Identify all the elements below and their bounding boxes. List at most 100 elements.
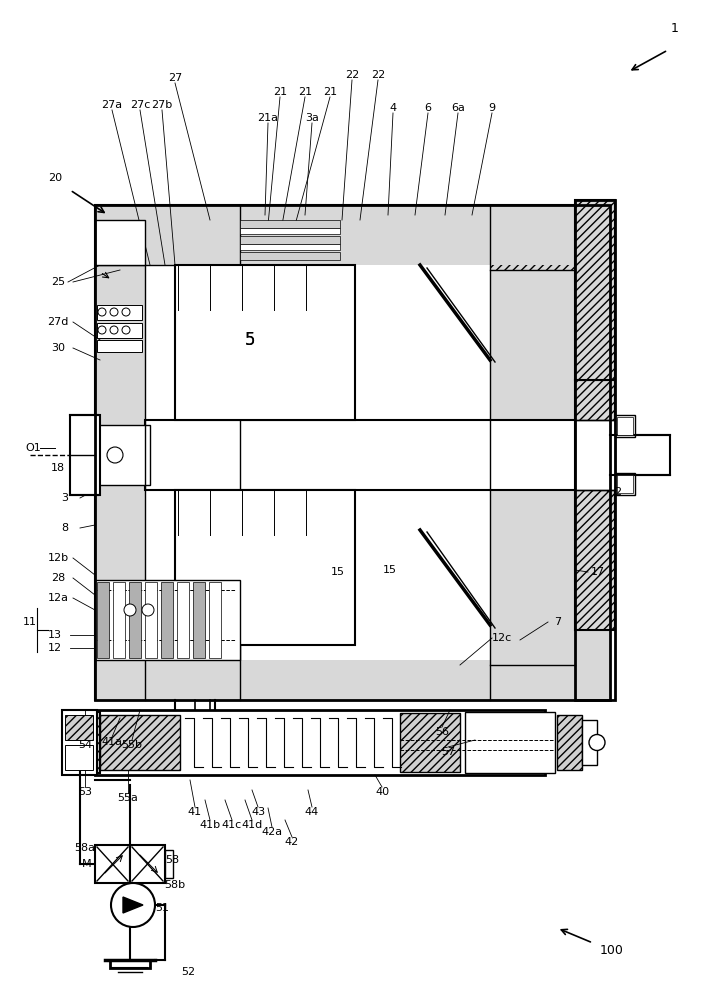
Text: 17: 17: [591, 567, 605, 577]
Text: 28: 28: [51, 573, 65, 583]
Bar: [209, 582, 221, 658]
Circle shape: [142, 604, 154, 616]
Text: 9: 9: [489, 103, 496, 113]
Bar: [193, 582, 205, 658]
Bar: [97, 582, 109, 658]
Text: 12: 12: [48, 643, 62, 653]
Text: 44: 44: [305, 807, 319, 817]
Text: 41d: 41d: [241, 820, 263, 830]
Circle shape: [589, 734, 605, 750]
Bar: [65, 745, 93, 770]
Circle shape: [110, 326, 118, 334]
Text: 20: 20: [48, 173, 62, 183]
Text: 41c: 41c: [222, 820, 242, 830]
Text: 27b: 27b: [151, 100, 172, 110]
Bar: [400, 713, 460, 772]
Text: 52: 52: [181, 967, 195, 977]
Text: 6: 6: [425, 103, 432, 113]
Bar: [97, 323, 142, 338]
Bar: [240, 244, 340, 250]
Bar: [95, 205, 610, 700]
Polygon shape: [123, 897, 143, 913]
Circle shape: [122, 326, 130, 334]
Text: 3a: 3a: [305, 113, 319, 123]
Bar: [95, 845, 130, 883]
Text: 12a: 12a: [48, 593, 69, 603]
Bar: [95, 425, 150, 485]
Text: 55b: 55b: [121, 740, 142, 750]
Text: 41a: 41a: [102, 737, 123, 747]
Bar: [130, 845, 165, 883]
Bar: [610, 435, 670, 475]
Bar: [165, 850, 173, 878]
Circle shape: [124, 604, 136, 616]
Text: 27c: 27c: [130, 100, 150, 110]
Circle shape: [107, 447, 123, 463]
Bar: [161, 582, 173, 658]
Text: 57: 57: [441, 747, 455, 757]
Text: 11: 11: [23, 617, 37, 627]
Bar: [617, 475, 633, 493]
Text: O1: O1: [25, 443, 41, 453]
Bar: [62, 710, 97, 775]
Bar: [557, 715, 582, 770]
Bar: [97, 340, 142, 352]
Bar: [240, 252, 340, 260]
Text: 18: 18: [51, 463, 65, 473]
Text: 42: 42: [285, 837, 299, 847]
Text: 8: 8: [62, 523, 69, 533]
Bar: [113, 582, 125, 658]
Text: 3: 3: [62, 493, 69, 503]
Text: 13: 13: [48, 630, 62, 640]
Circle shape: [111, 883, 155, 927]
Bar: [130, 225, 490, 695]
Bar: [615, 415, 635, 437]
Circle shape: [122, 308, 130, 316]
Text: 100: 100: [600, 944, 624, 956]
Text: 41b: 41b: [200, 820, 221, 830]
Bar: [575, 200, 615, 380]
Bar: [145, 420, 575, 490]
Bar: [145, 582, 157, 658]
Text: 21: 21: [298, 87, 312, 97]
Bar: [95, 205, 610, 700]
Text: 58b: 58b: [165, 880, 186, 890]
Bar: [490, 270, 610, 660]
Bar: [240, 220, 340, 228]
Bar: [177, 582, 189, 658]
Circle shape: [110, 308, 118, 316]
Text: 40: 40: [375, 787, 389, 797]
Bar: [95, 205, 610, 265]
Text: 56: 56: [435, 727, 449, 737]
Text: 27a: 27a: [102, 100, 123, 110]
Bar: [615, 473, 635, 495]
Text: 43: 43: [251, 807, 265, 817]
Text: 21: 21: [273, 87, 287, 97]
Bar: [70, 415, 100, 495]
Bar: [95, 265, 240, 695]
Bar: [575, 380, 615, 630]
Text: 54: 54: [78, 740, 92, 750]
Text: 41: 41: [188, 807, 202, 817]
Bar: [240, 236, 340, 244]
Text: 58: 58: [165, 855, 179, 865]
Text: 22: 22: [345, 70, 359, 80]
Bar: [465, 712, 555, 773]
Text: 15: 15: [383, 565, 397, 575]
Bar: [95, 660, 610, 700]
Text: M: M: [82, 859, 92, 869]
Text: 53: 53: [78, 787, 92, 797]
Circle shape: [98, 326, 106, 334]
Text: 2: 2: [615, 487, 622, 497]
Text: 22: 22: [371, 70, 385, 80]
Text: 4: 4: [390, 103, 397, 113]
Bar: [582, 720, 597, 765]
Circle shape: [98, 308, 106, 316]
Text: 15: 15: [331, 567, 345, 577]
Bar: [575, 200, 615, 700]
Bar: [95, 710, 545, 775]
Bar: [175, 265, 355, 420]
Bar: [490, 270, 575, 680]
Text: 5: 5: [245, 331, 255, 349]
Text: 7: 7: [554, 617, 562, 627]
